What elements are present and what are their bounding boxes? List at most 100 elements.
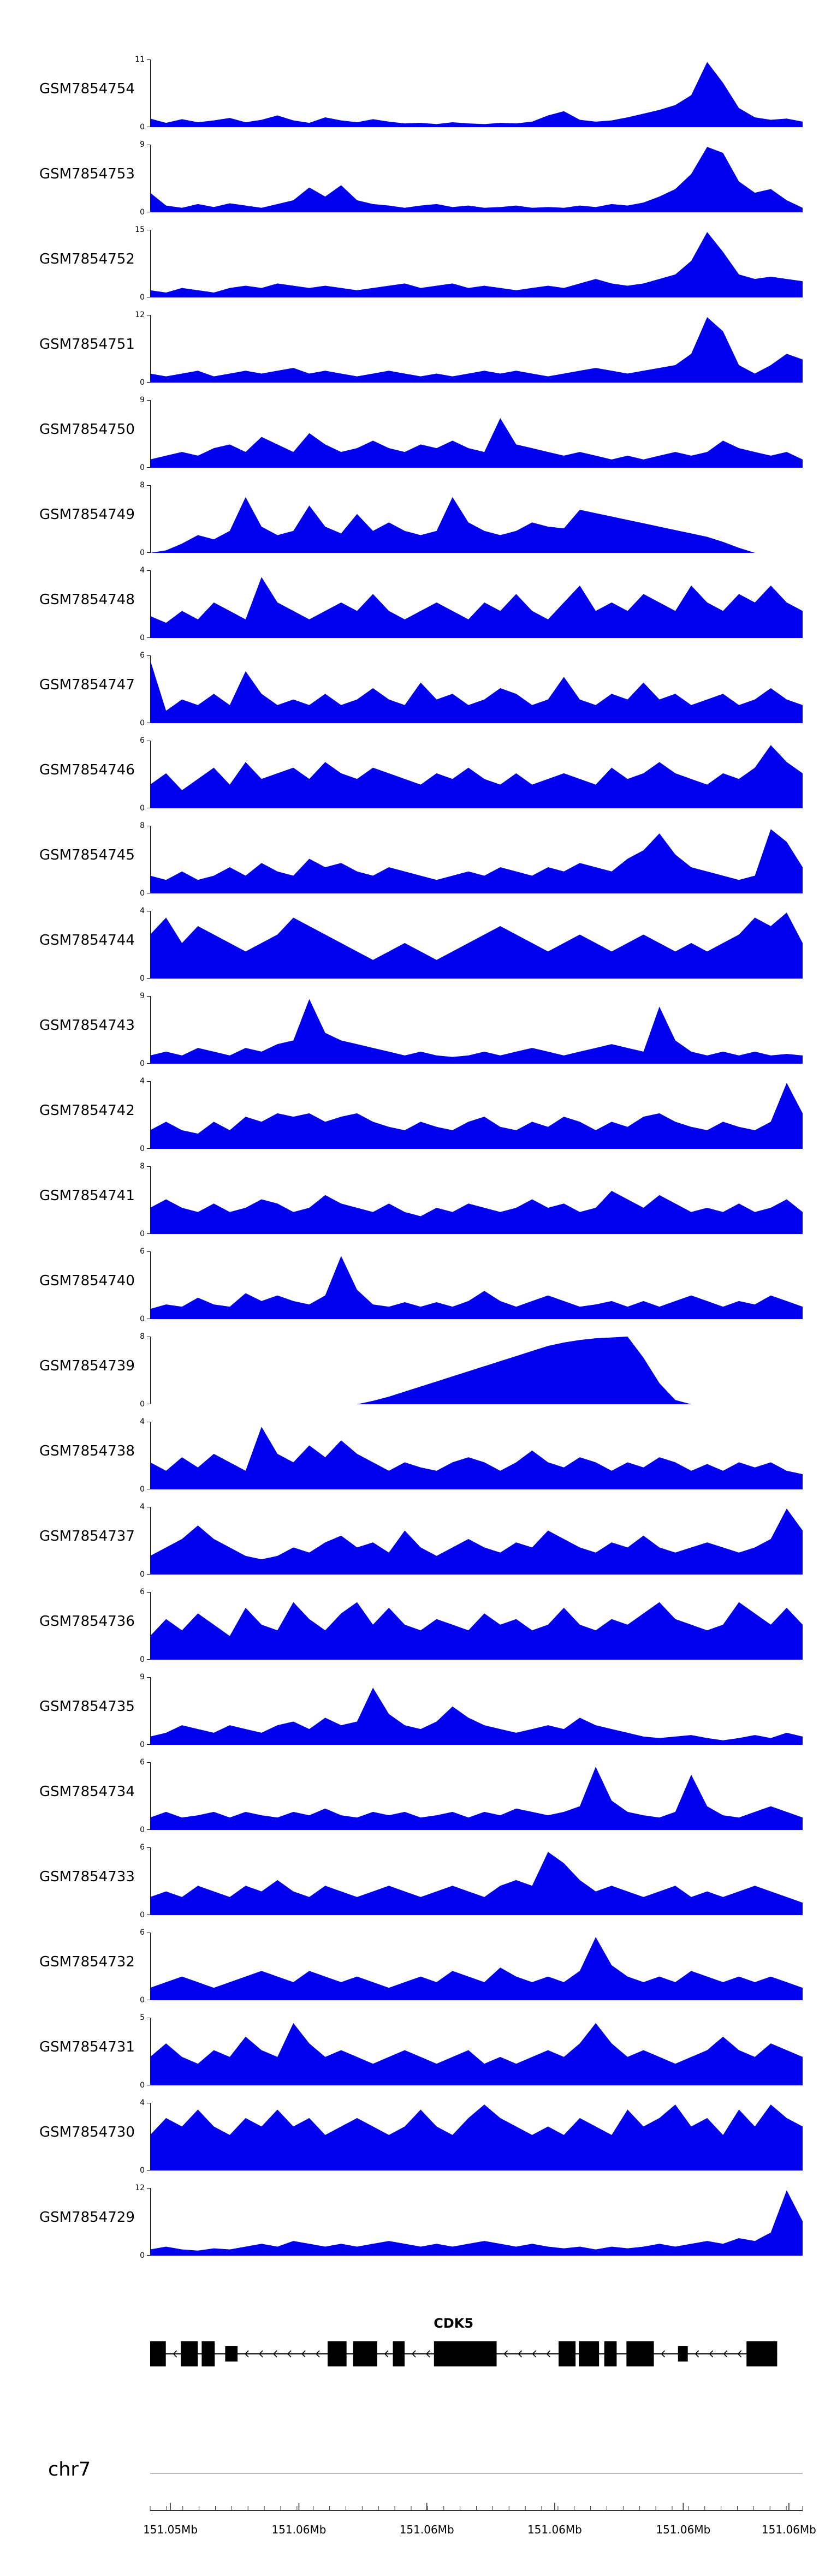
y-axis-max-value: 8: [140, 481, 145, 490]
coverage-track-row: GSM7854751 12 0: [0, 302, 819, 387]
y-axis-zero-value: 0: [140, 1911, 145, 1919]
coverage-polygon: [150, 1687, 803, 1745]
coverage-area-chart: [150, 1767, 803, 1830]
y-axis-line: [150, 230, 151, 297]
y-axis-tick-max: [147, 1251, 150, 1252]
y-axis-tick-zero: [147, 382, 150, 383]
y-axis-line: [150, 1677, 151, 1745]
coverage-track-row: GSM7854732 6 0: [0, 1919, 819, 2005]
gene-exon: [353, 2341, 377, 2366]
track-chart: 12 0: [135, 311, 803, 386]
y-axis-max-value: 6: [140, 651, 145, 660]
coverage-area-chart: [150, 1508, 803, 1575]
y-axis-tick-zero: [147, 978, 150, 979]
coverage-area-chart: [150, 1937, 803, 2000]
coverage-area-chart: [150, 62, 803, 127]
coverage-area-chart: [150, 1427, 803, 1489]
y-axis-max-value: 9: [140, 992, 145, 1000]
y-axis-tick-max: [147, 655, 150, 656]
coverage-polygon: [150, 1337, 803, 1404]
coverage-area-chart: [150, 497, 803, 553]
y-axis-line: [150, 1166, 151, 1234]
y-axis-tick-zero: [147, 1659, 150, 1660]
y-axis-max-value: 4: [140, 1417, 145, 1426]
y-axis-tick-zero: [147, 637, 150, 638]
y-axis-line: [150, 996, 151, 1064]
track-label: GSM7854730: [39, 2124, 135, 2140]
coverage-tracks: GSM7854754 11 0 GSM7854753 9 0 GSM7854752 15 0 GS…: [0, 46, 819, 2260]
strand-arrow-icon: [532, 2350, 537, 2358]
coverage-polygon: [150, 1083, 803, 1149]
y-axis-max-value: 9: [140, 140, 145, 149]
y-axis-zero-value: 0: [140, 1059, 145, 1068]
y-axis-tick-max: [147, 1677, 150, 1678]
y-axis-line: [150, 826, 151, 893]
track-label: GSM7854752: [39, 251, 135, 267]
coverage-track-row: GSM7854740 6 0: [0, 1238, 819, 1323]
gene-exon: [225, 2346, 238, 2362]
y-axis-zero-value: 0: [140, 378, 145, 387]
coverage-area-chart: [150, 232, 803, 297]
y-axis-max-value: 6: [140, 736, 145, 745]
y-axis-tick-zero: [147, 1063, 150, 1064]
track-label: GSM7854741: [39, 1188, 135, 1204]
coverage-area-chart: [150, 1191, 803, 1234]
coverage-track-row: GSM7854748 4 0: [0, 557, 819, 642]
y-axis-max-value: 9: [140, 1673, 145, 1681]
coverage-area-chart: [150, 1687, 803, 1745]
gene-model-svg: [150, 2341, 778, 2366]
y-axis-zero-value: 0: [140, 719, 145, 728]
y-axis-zero-value: 0: [140, 123, 145, 132]
coverage-area-chart: [150, 1256, 803, 1319]
coverage-polygon: [150, 1937, 803, 2000]
y-axis-max-value: 4: [140, 1077, 145, 1086]
coverage-polygon: [150, 62, 803, 127]
y-axis-zero-value: 0: [140, 1400, 145, 1409]
y-axis-line: [150, 2188, 151, 2256]
coverage-area-chart: [150, 2190, 803, 2256]
track-label: GSM7854742: [39, 1102, 135, 1119]
y-axis-line: [150, 2018, 151, 2085]
track-label: GSM7854744: [39, 932, 135, 949]
y-axis-tick-max: [147, 1166, 150, 1167]
strand-arrow-icon: [272, 2350, 277, 2358]
coverage-area-chart: [150, 913, 803, 979]
coverage-area-chart: [150, 2023, 803, 2085]
coverage-track-row: GSM7854742 4 0: [0, 1068, 819, 1153]
gene-exon: [393, 2341, 405, 2366]
track-label: GSM7854745: [39, 847, 135, 863]
strand-arrow-icon: [425, 2350, 430, 2358]
y-axis-line: [150, 1507, 151, 1575]
y-axis-tick-max: [147, 59, 150, 60]
y-axis-tick-zero: [147, 552, 150, 553]
chromosome-label: chr7: [48, 2459, 91, 2480]
coverage-track-row: GSM7854747 6 0: [0, 642, 819, 728]
y-axis-max-value: 6: [140, 1758, 145, 1767]
y-axis-zero-value: 0: [140, 1740, 145, 1749]
y-axis-max-value: 6: [140, 1928, 145, 1937]
coverage-track-row: GSM7854743 9 0: [0, 983, 819, 1068]
y-axis-max-value: 4: [140, 566, 145, 575]
y-axis-zero-value: 0: [140, 2081, 145, 2090]
coverage-area-chart: [150, 577, 803, 638]
coverage-polygon: [150, 1602, 803, 1660]
y-axis-zero-value: 0: [140, 804, 145, 813]
coverage-polygon: [150, 1191, 803, 1234]
gene-exon: [328, 2341, 347, 2366]
axis-tick-label: 151.06Mb: [400, 2523, 454, 2536]
y-axis-zero-value: 0: [140, 1996, 145, 2005]
track-label: GSM7854731: [39, 2039, 135, 2055]
coverage-area-chart: [150, 1337, 803, 1404]
y-axis-line: [150, 741, 151, 808]
y-axis-tick-zero: [147, 1744, 150, 1745]
track-label: GSM7854743: [39, 1017, 135, 1034]
coverage-track-row: GSM7854734 6 0: [0, 1749, 819, 1834]
y-axis-tick-max: [147, 485, 150, 486]
